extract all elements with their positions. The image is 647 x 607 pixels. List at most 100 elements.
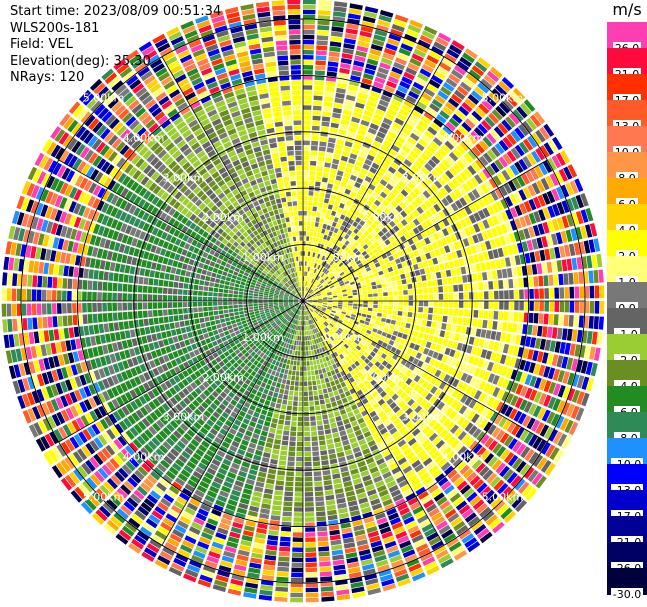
velocity-gate: [479, 155, 489, 167]
velocity-gate: [311, 306, 316, 310]
velocity-gate: [176, 496, 188, 506]
velocity-gate: [352, 289, 357, 293]
velocity-gate: [408, 563, 422, 572]
velocity-gate: [318, 313, 323, 318]
velocity-gate: [376, 458, 385, 466]
velocity-gate: [391, 521, 404, 530]
velocity-gate: [473, 200, 481, 211]
velocity-gate: [358, 333, 364, 339]
velocity-gate: [314, 309, 319, 314]
velocity-gate: [307, 335, 310, 341]
velocity-gate: [280, 536, 291, 542]
velocity-gate: [541, 409, 551, 422]
velocity-gate: [306, 266, 309, 272]
velocity-gate: [434, 264, 440, 272]
velocity-gate: [505, 393, 514, 404]
velocity-gate: [340, 155, 349, 162]
velocity-gate: [379, 573, 393, 582]
velocity-gate: [355, 259, 362, 265]
velocity-gate: [342, 305, 348, 308]
velocity-gate: [447, 136, 458, 147]
velocity-gate: [336, 399, 343, 406]
velocity-gate: [335, 175, 343, 181]
velocity-gate: [564, 287, 570, 299]
velocity-gate: [360, 443, 369, 451]
velocity-gate: [334, 149, 342, 155]
velocity-gate: [393, 140, 403, 149]
velocity-gate: [303, 115, 311, 120]
velocity-gate: [346, 454, 355, 461]
velocity-gate: [129, 389, 138, 399]
velocity-gate: [348, 359, 354, 366]
velocity-gate: [307, 302, 313, 304]
velocity-gate: [316, 516, 327, 522]
velocity-gate: [309, 165, 316, 171]
velocity-gate: [341, 220, 348, 227]
velocity-gate: [353, 228, 359, 234]
velocity-gate: [241, 534, 253, 542]
velocity-gate: [323, 334, 328, 340]
velocity-gate: [305, 542, 316, 547]
velocity-gate: [311, 324, 314, 330]
velocity-gate: [273, 349, 278, 355]
velocity-gate: [269, 525, 280, 531]
velocity-gate: [308, 301, 313, 303]
velocity-gate: [166, 489, 177, 499]
velocity-gate: [382, 199, 390, 207]
velocity-gate: [310, 291, 315, 295]
velocity-gate: [556, 400, 566, 413]
velocity-gate: [328, 56, 340, 62]
velocity-gate: [177, 520, 189, 530]
velocity-gate: [146, 543, 160, 554]
velocity-gate: [309, 290, 314, 294]
velocity-gate: [347, 265, 353, 271]
velocity-gate: [309, 231, 314, 237]
velocity-gate: [521, 484, 534, 498]
velocity-gate: [309, 308, 313, 313]
velocity-gate: [510, 475, 522, 488]
velocity-gate: [566, 198, 575, 212]
velocity-gate: [400, 210, 408, 218]
velocity-gate: [339, 225, 345, 231]
velocity-gate: [363, 230, 370, 237]
velocity-gate: [211, 325, 217, 331]
velocity-gate: [356, 97, 367, 105]
velocity-gate: [266, 437, 274, 444]
velocity-gate: [413, 187, 422, 196]
velocity-gate: [326, 290, 332, 293]
velocity-gate: [319, 358, 323, 364]
velocity-gate: [396, 280, 402, 286]
velocity-gate: [247, 374, 254, 381]
velocity-gate: [385, 277, 391, 283]
velocity-gate: [380, 402, 389, 410]
velocity-gate: [465, 73, 478, 85]
velocity-gate: [184, 507, 196, 516]
velocity-gate: [487, 320, 493, 330]
velocity-gate: [416, 396, 424, 404]
velocity-gate: [438, 301, 444, 307]
velocity-gate: [95, 357, 102, 368]
velocity-gate: [416, 276, 422, 282]
velocity-gate: [303, 381, 308, 386]
velocity-gate: [236, 358, 243, 365]
velocity-gate: [65, 439, 75, 452]
velocity-gate: [322, 303, 328, 305]
velocity-gate: [300, 351, 303, 356]
velocity-gate: [305, 287, 308, 292]
velocity-gate: [325, 403, 332, 409]
velocity-gate: [339, 214, 346, 220]
velocity-gate: [209, 415, 218, 423]
velocity-gate: [315, 316, 319, 321]
velocity-gate: [591, 254, 598, 268]
velocity-gate: [332, 432, 340, 438]
velocity-gate: [471, 413, 480, 424]
velocity-gate: [449, 349, 456, 358]
velocity-gate: [364, 321, 370, 326]
velocity-gate: [515, 460, 527, 473]
velocity-gate: [341, 413, 348, 420]
velocity-gate: [340, 119, 350, 126]
velocity-gate: [320, 576, 333, 582]
velocity-gate: [297, 310, 300, 315]
velocity-gate: [393, 377, 401, 384]
velocity-gate: [311, 441, 319, 447]
